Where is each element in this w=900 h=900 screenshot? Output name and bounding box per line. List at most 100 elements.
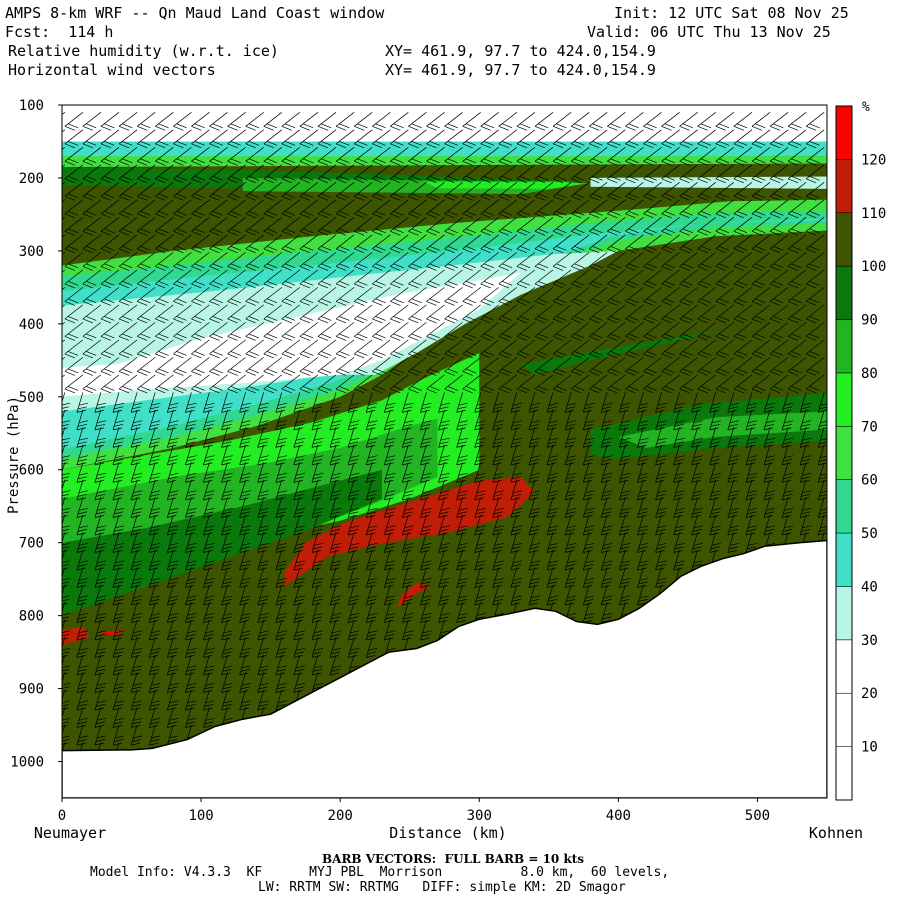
- wind-barb: [564, 584, 577, 606]
- wind-barb: [817, 514, 827, 536]
- wind-barb: [607, 129, 626, 149]
- wind-barb: [335, 199, 355, 219]
- wind-barb: [372, 182, 391, 201]
- wind-barb: [275, 619, 287, 641]
- wind-barb: [148, 409, 161, 431]
- wind-barb: [679, 112, 698, 131]
- terrain: [62, 539, 827, 798]
- colorbar-tick-label: 10: [861, 740, 878, 756]
- wind-barb: [474, 549, 486, 571]
- wind-barb: [112, 444, 125, 466]
- wind-barb: [64, 374, 84, 394]
- wind-barb: [136, 357, 156, 376]
- wind-barb: [281, 252, 301, 271]
- wind-barb: [426, 129, 445, 149]
- header-init-time: Init: 12 UTC Sat 08 Nov 25: [614, 4, 849, 22]
- wind-barb: [275, 532, 287, 553]
- wind-barb: [239, 637, 251, 658]
- wind-barb: [173, 287, 192, 306]
- wind-barb: [408, 357, 427, 376]
- wind-barb: [311, 619, 324, 641]
- wind-barb: [317, 129, 337, 149]
- wind-barb: [317, 322, 337, 341]
- colorbar-tick-label: 60: [861, 473, 878, 489]
- wind-barb: [625, 199, 644, 219]
- wind-barb: [655, 532, 667, 553]
- colorbar-tick-label: 30: [861, 633, 878, 649]
- wind-barb: [498, 339, 518, 359]
- wind-barb: [546, 409, 559, 431]
- wind-barb: [661, 252, 680, 271]
- wind-barb: [257, 619, 269, 641]
- wind-barb: [673, 427, 685, 448]
- wind-barb: [438, 549, 450, 571]
- wind-barb: [203, 584, 215, 606]
- wind-barb: [715, 217, 735, 236]
- wind-barb: [293, 427, 306, 448]
- wind-barb: [191, 182, 210, 201]
- wind-barb: [426, 374, 445, 394]
- wind-barb: [618, 514, 631, 536]
- wind-barb: [155, 304, 174, 324]
- wind-barb: [607, 182, 626, 201]
- wind-barb: [118, 217, 138, 236]
- wind-barb: [492, 409, 504, 431]
- wind-barb: [62, 654, 70, 675]
- wind-barb: [203, 654, 215, 676]
- wind-barb: [552, 234, 572, 254]
- wind-barb: [564, 409, 577, 431]
- wind-barb: [227, 304, 246, 324]
- wind-barb: [462, 234, 481, 254]
- wind-barb: [751, 374, 771, 394]
- wind-barb: [426, 339, 445, 359]
- wind-barb: [311, 654, 324, 676]
- colorbar-band: [836, 639, 852, 694]
- wind-barb: [588, 269, 608, 289]
- wind-barb: [516, 217, 536, 236]
- wind-barb: [408, 322, 427, 341]
- wind-barb: [781, 479, 794, 501]
- wind-barb: [474, 392, 486, 413]
- wind-barb: [588, 129, 608, 149]
- wind-barb: [420, 444, 432, 466]
- wind-barb: [498, 304, 518, 324]
- wind-barb: [679, 357, 698, 376]
- wind-barb: [257, 654, 269, 676]
- wind-barb: [763, 409, 776, 431]
- wind-barb: [408, 374, 427, 394]
- wind-barb: [408, 217, 427, 236]
- wind-barb: [166, 514, 179, 536]
- wind-barb: [347, 532, 360, 553]
- wind-barb: [625, 182, 644, 201]
- wind-barb: [600, 532, 613, 553]
- wind-barb: [661, 217, 680, 236]
- wind-barb: [420, 427, 432, 448]
- wind-barb: [100, 129, 120, 149]
- wind-barb: [130, 409, 143, 431]
- y-tick-label: 500: [19, 390, 44, 406]
- wind-barb: [528, 479, 541, 501]
- wind-barb: [552, 217, 572, 236]
- wind-barb: [733, 112, 753, 131]
- wind-barb: [372, 374, 391, 394]
- wind-barb: [655, 479, 667, 501]
- wind-barb: [510, 479, 523, 501]
- wind-barb: [365, 462, 378, 483]
- wind-barb: [329, 497, 342, 518]
- wind-barb: [498, 287, 518, 306]
- wind-barb: [510, 409, 523, 431]
- wind-barb: [76, 724, 89, 746]
- wind-barb: [745, 427, 758, 448]
- wind-barb: [709, 479, 721, 501]
- wind-barb: [372, 269, 391, 289]
- wind-barb: [781, 392, 794, 413]
- wind-barb: [673, 392, 685, 413]
- wind-barb: [480, 339, 499, 359]
- wind-barb: [498, 269, 518, 289]
- wind-barb: [118, 287, 138, 306]
- wind-barb: [751, 252, 771, 271]
- wind-barb: [263, 339, 283, 359]
- wind-barb: [365, 567, 378, 588]
- wind-barb: [528, 514, 541, 536]
- wind-barb: [293, 637, 306, 658]
